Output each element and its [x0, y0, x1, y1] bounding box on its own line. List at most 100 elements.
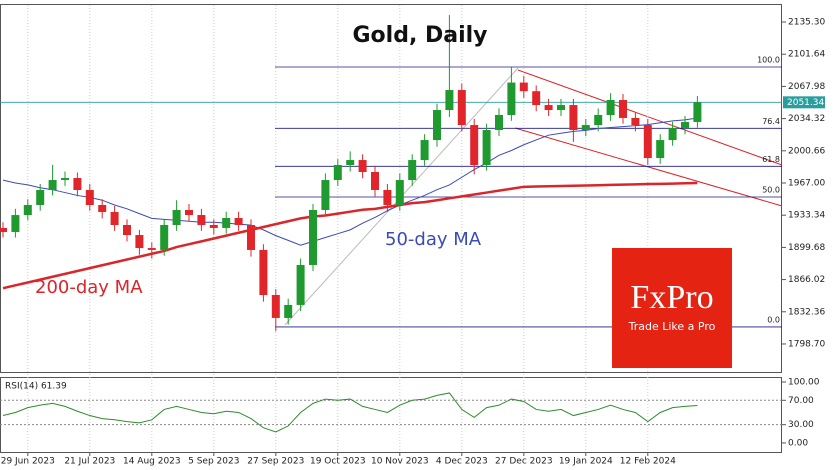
logo-box: [612, 248, 732, 368]
candle-body: [457, 90, 466, 126]
candle-body: [61, 178, 69, 181]
rsi-panel: [0, 377, 782, 453]
candle-body: [147, 248, 156, 250]
x-tick-label: 27 Dec 2023: [495, 457, 553, 467]
candle-body: [110, 211, 119, 225]
candle-body: [23, 204, 32, 216]
y-tick-label: 70.00: [788, 396, 814, 406]
candle-body: [284, 304, 293, 318]
fib-label: 50.0: [762, 185, 780, 194]
y-tick-label: 2135.30: [788, 18, 825, 28]
candle-body: [333, 165, 342, 181]
candle-body: [495, 114, 503, 131]
logo-tagline: Trade Like a Pro: [628, 320, 716, 333]
candle-body: [445, 90, 454, 111]
candle-body: [36, 189, 45, 205]
candle-body: [594, 114, 603, 126]
candle-body: [507, 82, 516, 115]
y-tick-label: 100.00: [788, 378, 820, 388]
x-tick-label: 21 Jul 2023: [64, 457, 115, 467]
candle-body: [271, 295, 280, 318]
candle-body: [197, 215, 206, 225]
y-tick-label: 1866.02: [788, 275, 825, 285]
candle-body: [309, 209, 317, 265]
candle-body: [371, 172, 379, 190]
candle-body: [693, 102, 702, 122]
x-tick-label: 14 Aug 2023: [123, 457, 181, 467]
candle-body: [532, 91, 541, 106]
fib-label: 100.0: [757, 55, 780, 64]
candle-body: [619, 99, 627, 118]
candle-body: [11, 215, 20, 232]
y-tick-label: 0.00: [788, 438, 808, 448]
x-tick-label: 29 Jun 2023: [1, 457, 55, 467]
candle-body: [668, 128, 677, 141]
candle-body: [73, 178, 82, 190]
y-tick-label: 2034.32: [788, 114, 825, 124]
logo-name: FxPro: [630, 279, 713, 316]
plot: 29 Jun 2023 21 Jul 2023 14 Aug 2023 5 Sep 2…: [0, 5, 825, 467]
candle-body: [420, 140, 429, 161]
candle-body: [98, 204, 107, 212]
candle-body: [321, 180, 330, 210]
rsi-title: RSI(14) 61.39: [5, 382, 67, 392]
candle-body: [557, 105, 565, 111]
channel-lower: [514, 127, 783, 207]
fib-label: 76.4: [762, 117, 780, 126]
x-tick-label: 27 Sep 2023: [247, 457, 304, 467]
candle-body: [234, 218, 243, 225]
rsi-line: [2, 392, 698, 433]
candle-body: [606, 99, 615, 115]
candle-body: [681, 121, 689, 129]
candle-body: [482, 130, 491, 166]
candle-body: [48, 180, 57, 190]
x-tick-label: 12 Feb 2024: [620, 457, 676, 467]
x-tick-label: 19 Oct 2023: [310, 457, 366, 467]
y-tick-label: 1832.36: [788, 307, 825, 317]
candle-body: [358, 160, 367, 173]
candle-body: [247, 224, 255, 250]
chart-title: Gold, Daily: [352, 23, 487, 48]
candle-body: [296, 264, 305, 305]
candle-body: [209, 224, 218, 228]
y-tick-label: 1899.68: [788, 243, 825, 253]
candle-body: [631, 117, 640, 126]
channel-upper: [517, 69, 783, 166]
moving-average: [2, 181, 698, 290]
candle-body: [470, 125, 479, 166]
y-tick-label: 1967.00: [788, 179, 825, 189]
candle-body: [544, 105, 553, 111]
ma200-label: 200-day MA: [35, 277, 143, 298]
x-tick-label: 10 Nov 2023: [371, 457, 429, 467]
candle-body: [123, 224, 131, 236]
candle-body: [222, 218, 231, 228]
candle-body: [135, 235, 144, 249]
candle-body: [383, 189, 392, 205]
y-tick-label: 2000.66: [788, 146, 825, 156]
candle-body: [656, 140, 665, 159]
fib-label: 0.0: [767, 315, 780, 324]
y-tick-label: 2067.98: [788, 82, 825, 92]
fib-label: 61.8: [762, 155, 780, 164]
candle-body: [259, 249, 268, 296]
candle-body: [643, 125, 652, 159]
candle-body: [581, 125, 590, 131]
candle-body: [433, 110, 441, 141]
candle-body: [346, 160, 355, 166]
candle-body: [0, 227, 7, 232]
candle-body: [395, 180, 404, 205]
ma50-label: 50-day MA: [385, 229, 482, 250]
candle-body: [519, 82, 528, 92]
current-price-label: 2051.34: [787, 98, 824, 108]
x-tick-label: 5 Sep 2023: [188, 457, 239, 467]
candle-body: [569, 105, 578, 131]
x-tick-label: 4 Dec 2023: [436, 457, 488, 467]
moving-average: [2, 117, 698, 246]
candle-body: [172, 209, 181, 225]
candle-body: [85, 189, 94, 205]
x-tick-label: 19 Jan 2024: [559, 457, 613, 467]
y-tick-label: 1798.70: [788, 339, 825, 349]
y-tick-label: 30.00: [788, 420, 814, 430]
y-tick-label: 1933.34: [788, 211, 825, 221]
